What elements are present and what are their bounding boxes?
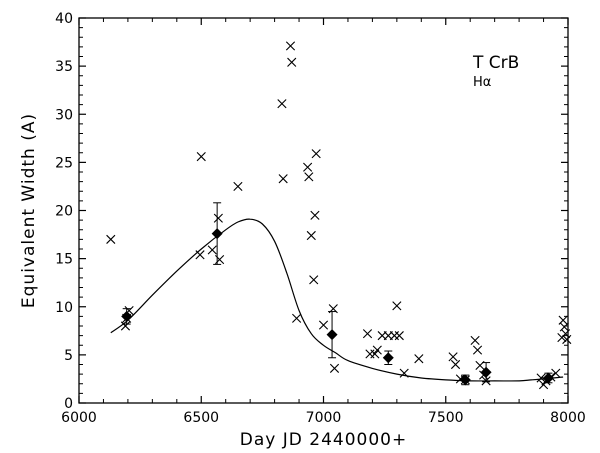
x-marker-point xyxy=(414,354,424,364)
y-tick-label: 40 xyxy=(55,11,73,27)
x-marker-point xyxy=(318,320,329,330)
x-marker-point xyxy=(372,345,382,355)
x-marker-point xyxy=(362,329,373,339)
x-marker-point xyxy=(207,245,217,255)
x-marker-point xyxy=(277,99,287,109)
x-marker-point xyxy=(303,162,313,172)
x-marker-point xyxy=(213,213,223,223)
x-tick-label: 8000 xyxy=(550,410,586,426)
diamond-point xyxy=(459,374,471,386)
x-marker-point xyxy=(562,334,572,345)
axis-tick-labels: 6000 6500 7000 7500 8000 0 5 10 15 20 25 30 35 40 xyxy=(55,11,586,426)
y-tick-label: 20 xyxy=(55,204,73,220)
y-tick-label: 10 xyxy=(55,300,73,316)
x-marker-point xyxy=(306,230,316,241)
x-marker-point xyxy=(450,359,461,370)
x-marker-point xyxy=(536,373,546,383)
annotation-line-name: Hα xyxy=(473,75,491,90)
annotation-star-name: T CrB xyxy=(472,53,519,73)
y-tick-label: 25 xyxy=(55,155,73,171)
x-axis-label: Day JD 2440000+ xyxy=(240,430,407,450)
diamond-point xyxy=(211,228,223,240)
y-tick-label: 0 xyxy=(64,396,73,412)
x-marker-point xyxy=(389,331,399,341)
x-marker-point xyxy=(195,250,205,260)
x-marker-point xyxy=(448,352,458,362)
diamond-point xyxy=(326,329,338,341)
x-marker-point xyxy=(399,368,409,378)
x-marker-point xyxy=(120,321,131,331)
y-tick-label: 35 xyxy=(55,59,73,75)
diamond-point xyxy=(382,352,394,364)
x-marker-point xyxy=(304,172,314,182)
x-marker-point xyxy=(278,174,288,184)
fit-curve xyxy=(110,218,564,382)
x-marker-point xyxy=(551,368,561,378)
x-tick-label: 6000 xyxy=(61,410,97,426)
y-tick-label: 5 xyxy=(64,348,73,364)
x-marker-point xyxy=(560,329,571,339)
x-marker-point xyxy=(285,41,296,51)
x-marker-point xyxy=(311,149,321,159)
x-marker-point xyxy=(106,234,116,244)
diamond-point xyxy=(480,366,492,378)
x-marker-point xyxy=(309,275,319,285)
x-marker-point xyxy=(394,331,404,341)
x-marker-series xyxy=(106,41,572,390)
diamond-point xyxy=(121,310,133,322)
x-tick-label: 7500 xyxy=(428,410,464,426)
x-tick-label: 7000 xyxy=(306,410,342,426)
x-marker-point xyxy=(392,301,402,311)
y-axis-label: Equivalent Width (A) xyxy=(19,113,39,308)
x-marker-point xyxy=(287,57,297,67)
x-marker-point xyxy=(470,335,480,346)
x-marker-point xyxy=(196,152,206,162)
y-tick-label: 30 xyxy=(55,107,73,123)
x-marker-point xyxy=(292,313,302,323)
x-tick-label: 6500 xyxy=(183,410,219,426)
x-marker-point xyxy=(329,363,340,373)
x-marker-point xyxy=(233,181,243,192)
x-marker-point xyxy=(472,345,483,355)
axis-ticks xyxy=(78,17,569,404)
x-marker-point xyxy=(310,210,320,220)
diamond-point xyxy=(542,372,554,384)
diamond-marker-series xyxy=(121,202,554,386)
y-tick-label: 15 xyxy=(55,252,73,268)
